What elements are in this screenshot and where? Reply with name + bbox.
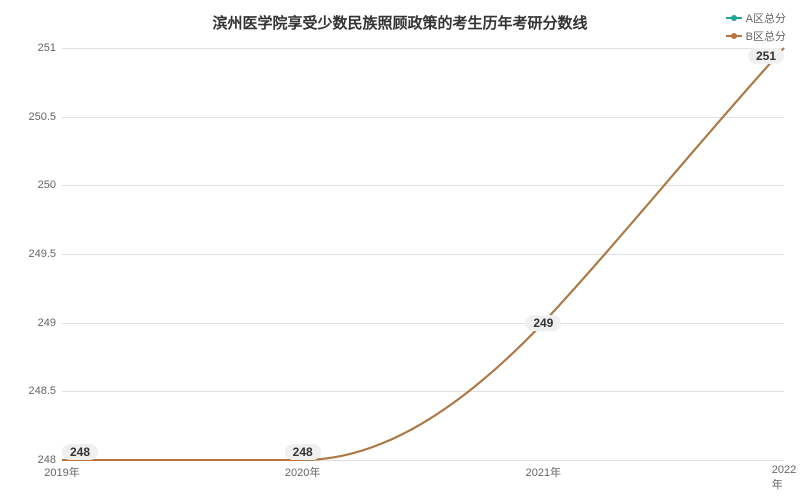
y-tick-label: 250 [6, 179, 56, 191]
legend-label-b: B区总分 [746, 28, 786, 44]
x-tick-label: 2022年 [772, 464, 796, 492]
y-tick-label: 249 [6, 317, 56, 329]
line-svg [62, 48, 784, 460]
data-label: 249 [525, 315, 561, 331]
data-label: 248 [285, 444, 321, 460]
plot-area: 248 248 249 251 [62, 48, 784, 460]
series-a-line [62, 48, 784, 460]
y-tick-label: 249.5 [6, 248, 56, 260]
x-tick-label: 2019年 [44, 464, 79, 480]
legend: A区总分 B区总分 [726, 10, 786, 46]
y-tick-label: 248.5 [6, 385, 56, 397]
legend-item-a: A区总分 [726, 10, 786, 26]
chart-container: 滨州医学院享受少数民族照顾政策的考生历年考研分数线 A区总分 B区总分 251 … [0, 0, 800, 500]
chart-title: 滨州医学院享受少数民族照顾政策的考生历年考研分数线 [0, 12, 800, 33]
series-b-line [62, 48, 784, 460]
legend-item-b: B区总分 [726, 28, 786, 44]
x-tick-label: 2020年 [285, 464, 320, 480]
legend-marker-a [726, 17, 742, 19]
x-tick-label: 2021年 [526, 464, 561, 480]
data-label: 248 [62, 444, 98, 460]
y-tick-label: 251 [6, 42, 56, 54]
y-tick-label: 250.5 [6, 111, 56, 123]
legend-marker-b [726, 35, 742, 37]
data-label: 251 [748, 48, 784, 64]
legend-label-a: A区总分 [746, 10, 786, 26]
